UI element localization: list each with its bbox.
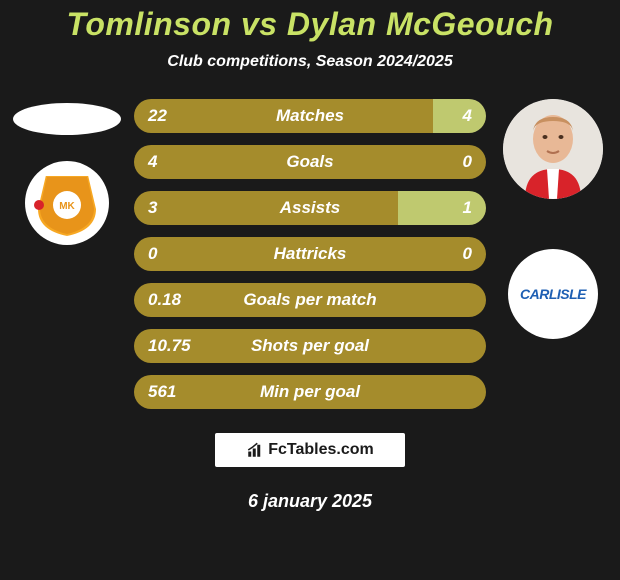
- stat-bar: 3Assists1: [134, 191, 486, 225]
- svg-text:MK: MK: [59, 201, 75, 212]
- stat-bar-bg: [134, 191, 486, 225]
- main-row: MK 22Matches4 4Goals0 3Assists1 0Hattricks0…: [0, 99, 620, 409]
- page-title: Tomlinson vs Dylan McGeouch: [66, 6, 553, 43]
- stat-bar-bg: [134, 145, 486, 179]
- club-badge-right: CARLISLE: [508, 249, 598, 339]
- stat-bar-left-fill: [134, 329, 486, 363]
- stat-bar: 0.18Goals per match: [134, 283, 486, 317]
- fctables-badge[interactable]: FcTables.com: [215, 433, 405, 467]
- stat-bar-bg: [134, 329, 486, 363]
- stat-bar-bg: [134, 375, 486, 409]
- fctables-label: FcTables.com: [268, 441, 374, 459]
- stat-bar: 10.75Shots per goal: [134, 329, 486, 363]
- stat-bar-left-fill: [134, 191, 398, 225]
- club-badge-left: MK: [25, 161, 109, 245]
- date-text: 6 january 2025: [248, 491, 372, 512]
- stat-bar-bg: [134, 237, 486, 271]
- stat-bar-bg: [134, 99, 486, 133]
- carlisle-badge-text: CARLISLE: [520, 286, 586, 302]
- player-avatar-right: [503, 99, 603, 199]
- stat-bar-right-fill: [398, 191, 486, 225]
- fctables-logo-icon: [246, 441, 264, 459]
- right-column: CARLISLE: [498, 99, 608, 339]
- stat-bar-left-fill: [134, 237, 486, 271]
- mk-dons-badge-icon: MK: [25, 161, 109, 245]
- stat-bar: 22Matches4: [134, 99, 486, 133]
- stat-bar-left-fill: [134, 145, 486, 179]
- stat-bar-right-fill: [433, 99, 486, 133]
- stat-bar: 561Min per goal: [134, 375, 486, 409]
- stat-bar-left-fill: [134, 375, 486, 409]
- subtitle: Club competitions, Season 2024/2025: [167, 53, 452, 71]
- stat-bar-bg: [134, 283, 486, 317]
- left-column: MK: [12, 99, 122, 245]
- player-avatar-left: [13, 103, 121, 135]
- stat-bars: 22Matches4 4Goals0 3Assists1 0Hattricks0 0.1…: [134, 99, 486, 409]
- stat-bar: 4Goals0: [134, 145, 486, 179]
- comparison-card: Tomlinson vs Dylan McGeouch Club competi…: [0, 0, 620, 580]
- stat-bar-left-fill: [134, 99, 433, 133]
- stat-bar-left-fill: [134, 283, 486, 317]
- stat-bar: 0Hattricks0: [134, 237, 486, 271]
